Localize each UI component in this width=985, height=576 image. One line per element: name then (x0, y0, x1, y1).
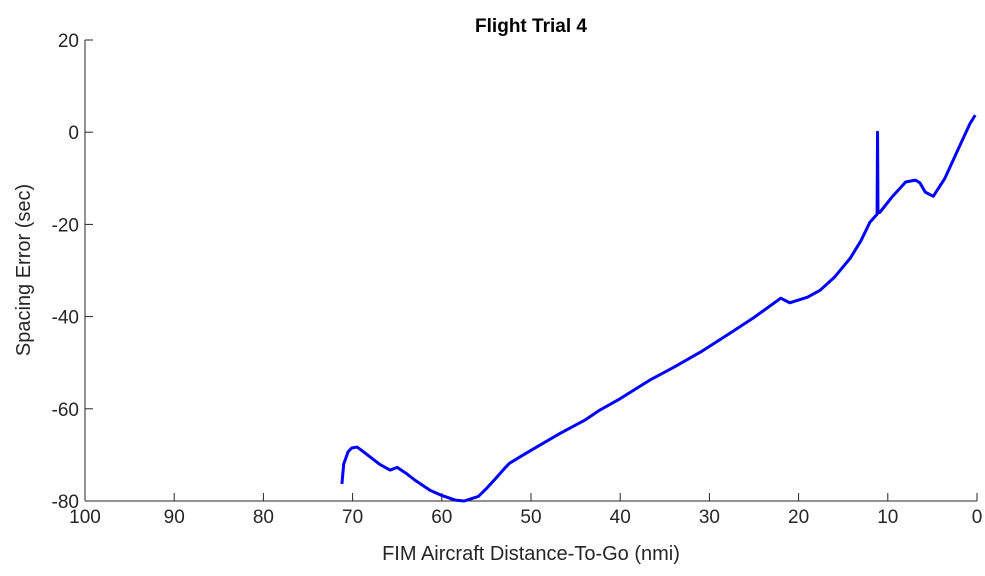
y-tick-label: -80 (52, 492, 79, 513)
x-tick-label: 100 (69, 507, 101, 528)
y-tick-label: -60 (52, 400, 79, 421)
x-tick-label: 50 (520, 507, 541, 528)
x-tick-label: 80 (253, 507, 274, 528)
x-tick-label: 10 (877, 507, 898, 528)
y-axis-label: Spacing Error (sec) (13, 184, 35, 356)
x-tick-label: 70 (342, 507, 363, 528)
x-axis-label: FIM Aircraft Distance-To-Go (nmi) (382, 543, 680, 565)
chart-title: Flight Trial 4 (475, 16, 587, 37)
y-tick-label: -20 (52, 215, 79, 236)
y-tick-label: 20 (58, 31, 79, 52)
x-tick-label: 90 (164, 507, 185, 528)
x-tick-label: 40 (610, 507, 631, 528)
x-tick-label: 60 (431, 507, 452, 528)
y-tick-label: -40 (52, 308, 79, 329)
x-tick-label: 30 (699, 507, 720, 528)
x-tick-label: 20 (788, 507, 809, 528)
y-tick-label: 0 (68, 123, 79, 144)
data-line (340, 114, 977, 503)
x-tick-label: 0 (972, 507, 983, 528)
